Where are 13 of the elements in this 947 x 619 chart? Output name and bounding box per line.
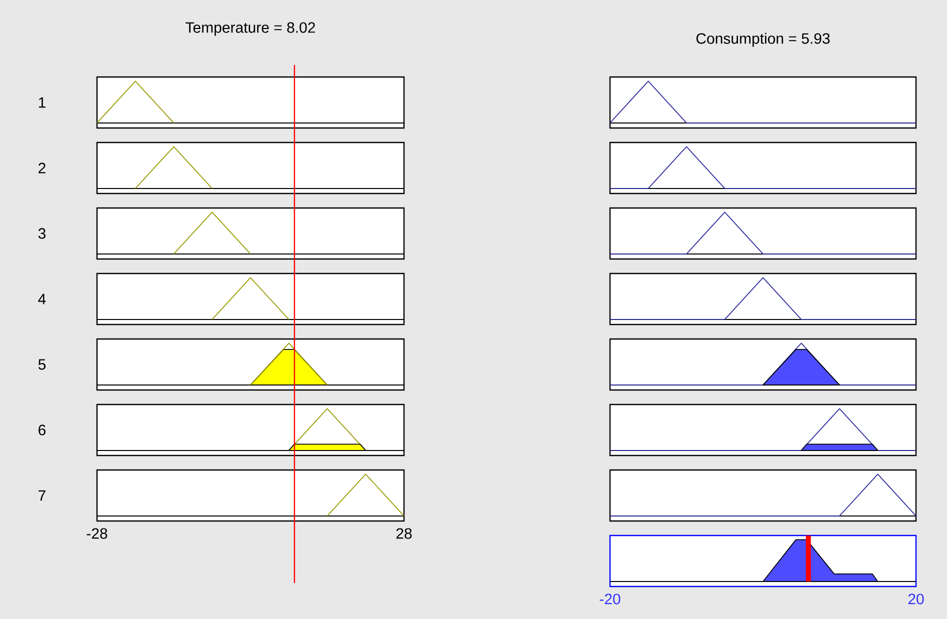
x-tick-label: -28 [86, 528, 108, 539]
y-axis-title: 2 [38, 162, 46, 174]
x-tick-label: -20 [600, 594, 620, 604]
y-axis-title: 5 [38, 359, 46, 370]
y-axis-title: 7 [38, 490, 46, 501]
x-tick-label: 20 [908, 594, 924, 604]
y-axis-title: 1 [38, 97, 46, 108]
y-axis-title: 3 [38, 228, 46, 239]
x-tick-label: 28 [396, 528, 412, 539]
y-axis-title: 4 [38, 294, 46, 304]
chart-title: Consumption = 5.93 [696, 32, 830, 47]
chart-title: Temperature = 8.02 [186, 22, 315, 36]
y-axis-title: 6 [38, 424, 46, 436]
